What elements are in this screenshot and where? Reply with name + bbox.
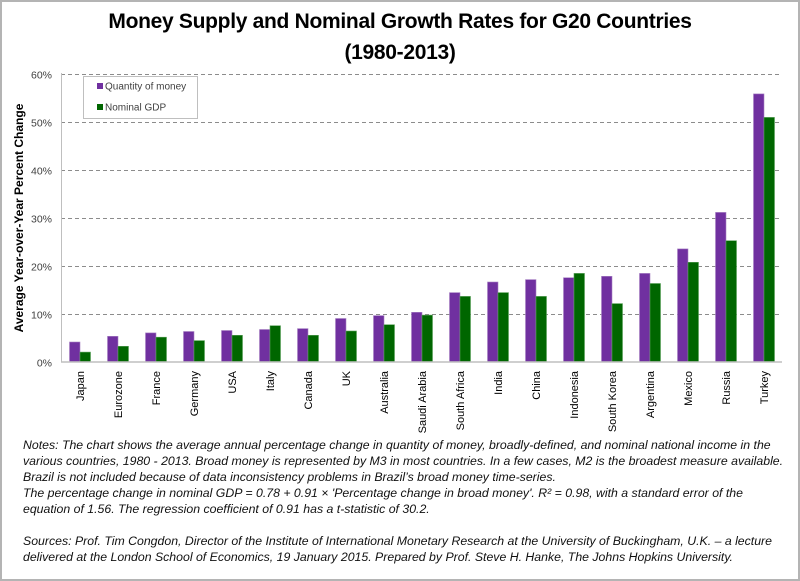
legend-swatch-money [97, 83, 103, 89]
bar-gdp-turkey [763, 117, 775, 363]
y-tick-label: 30% [31, 214, 52, 226]
y-tick-label: 40% [31, 166, 52, 178]
x-tick-label: Saudi Arabia [417, 370, 429, 433]
bar-gdp-argentina [649, 283, 661, 362]
y-tick-label: 50% [31, 118, 52, 130]
bar-money-south-korea [601, 275, 613, 362]
chart-subtitle: (1980-2013) [344, 41, 456, 64]
bar-money-saudi-arabia [411, 311, 423, 362]
bar-money-japan [69, 341, 81, 363]
sources: Sources: Prof. Tim Congdon, Director of … [23, 534, 772, 564]
y-tick-label: 10% [31, 310, 52, 322]
notes: Notes: The chart shows the average annua… [23, 437, 793, 565]
bar-money-mexico [677, 248, 689, 362]
bar-gdp-australia [383, 324, 395, 363]
chart-title: Money Supply and Nominal Growth Rates fo… [108, 10, 692, 33]
x-tick-label: Turkey [759, 371, 771, 405]
legend-label-money: Quantity of money [105, 82, 186, 93]
y-tick-label: 20% [31, 262, 52, 274]
x-tick-label: Australia [379, 370, 391, 414]
legend-label-gdp: Nominal GDP [105, 103, 166, 114]
bar-money-usa [221, 330, 233, 363]
bar-gdp-germany [193, 340, 205, 363]
bar-gdp-mexico [687, 261, 699, 362]
y-axis-ticks: 0% 10% 20% 30% 40% 50% 60% [31, 70, 52, 370]
x-tick-label: France [151, 371, 163, 405]
bar-money-turkey [753, 93, 765, 362]
y-axis-label: Average Year-over-Year Percent Change [12, 103, 26, 332]
notes-paragraph-2: The percentage change in nominal GDP = 0… [23, 486, 743, 516]
bar-money-argentina [639, 273, 651, 362]
x-tick-label: South Korea [607, 370, 619, 432]
x-tick-label: UK [341, 370, 353, 386]
y-tick-label: 0% [37, 358, 52, 370]
y-tick-label: 60% [31, 70, 52, 82]
bar-money-russia [715, 212, 727, 362]
bar-gdp-indonesia [573, 273, 585, 362]
x-tick-label: Canada [303, 370, 315, 409]
bar-gdp-france [155, 336, 167, 363]
gridlines [61, 74, 781, 315]
x-tick-label: Germany [189, 371, 201, 417]
bar-gdp-eurozone [117, 345, 129, 362]
x-tick-label: Japan [75, 371, 87, 401]
bar-gdp-uk [345, 330, 357, 363]
bar-money-canada [297, 328, 309, 363]
legend: Quantity of money Nominal GDP [83, 76, 198, 119]
bar-gdp-japan [79, 351, 91, 363]
bar-money-germany [183, 331, 195, 363]
x-tick-label: Russia [721, 370, 733, 405]
x-tick-label: Argentina [645, 370, 657, 418]
x-tick-label: USA [227, 370, 239, 393]
bar-money-south-africa [449, 292, 461, 363]
bar-gdp-italy [269, 325, 281, 363]
bar-gdp-china [535, 296, 547, 362]
bar-money-china [525, 279, 537, 363]
bar-gdp-usa [231, 334, 243, 362]
notes-paragraph-1: Notes: The chart shows the average annua… [23, 438, 784, 484]
bar-money-uk [335, 318, 347, 363]
x-tick-label: India [493, 370, 505, 395]
x-tick-label: Mexico [683, 371, 695, 406]
bar-gdp-india [497, 292, 509, 363]
bar-money-italy [259, 329, 271, 363]
legend-swatch-gdp [97, 104, 103, 110]
x-tick-label: China [531, 370, 543, 400]
bar-gdp-south-korea [611, 303, 623, 363]
bar-money-india [487, 281, 499, 362]
bar-gdp-canada [307, 334, 319, 362]
x-tick-label: Indonesia [569, 370, 581, 419]
x-tick-label: Eurozone [113, 371, 125, 418]
bar-money-indonesia [563, 277, 575, 363]
x-tick-label: Italy [265, 371, 277, 392]
bar-chart: 0% 10% 20% 30% 40% 50% 60% Japan Eurozone France… [12, 70, 782, 433]
bar-gdp-south-africa [459, 296, 471, 362]
bar-gdp-saudi-arabia [421, 314, 433, 363]
bars [69, 93, 775, 363]
bar-gdp-russia [725, 240, 737, 362]
bar-money-australia [373, 315, 385, 363]
bar-money-eurozone [107, 335, 119, 362]
x-axis-labels: Japan Eurozone France Germany USA Italy Canada… [75, 370, 771, 433]
x-tick-label: South Africa [455, 370, 467, 430]
bar-money-france [145, 332, 157, 362]
